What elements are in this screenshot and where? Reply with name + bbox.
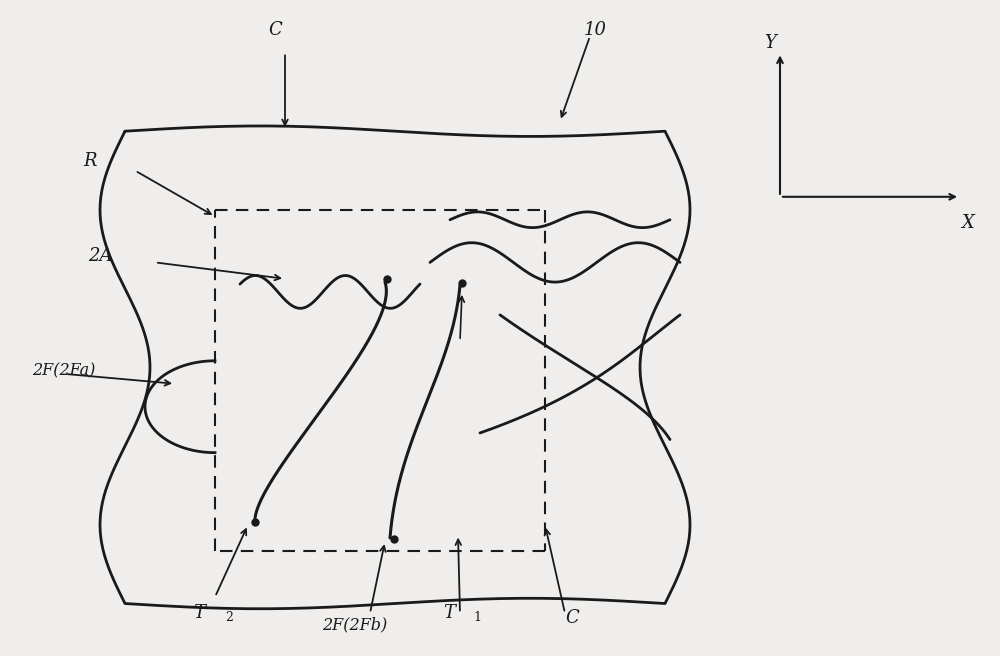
Text: 2F(2Fb): 2F(2Fb) — [322, 616, 388, 633]
Text: 1: 1 — [473, 611, 481, 625]
Text: T: T — [193, 604, 205, 623]
Text: 2: 2 — [225, 611, 233, 625]
Text: C: C — [565, 609, 579, 627]
Text: C: C — [268, 20, 282, 39]
Text: 10: 10 — [584, 20, 606, 39]
Text: 2A: 2A — [88, 247, 112, 265]
Text: X: X — [962, 214, 974, 232]
Text: 2F(2Fa): 2F(2Fa) — [32, 362, 95, 379]
Text: Y: Y — [764, 33, 776, 52]
Text: T: T — [443, 604, 455, 623]
Text: R: R — [83, 152, 97, 170]
